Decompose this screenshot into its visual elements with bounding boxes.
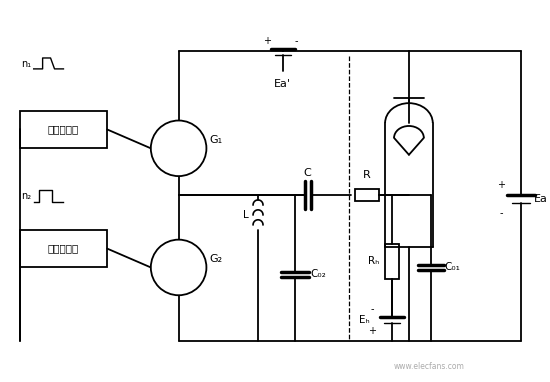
Text: +: + [368,326,376,336]
Text: L: L [243,210,249,220]
Text: Ea: Ea [534,194,548,204]
Text: +: + [263,36,271,46]
Text: n₂: n₂ [21,191,31,201]
Text: G₁: G₁ [210,135,223,146]
Text: Eₕ: Eₕ [359,315,370,325]
Text: R: R [364,170,371,180]
Text: C₀₂: C₀₂ [311,269,327,279]
Text: -: - [371,304,374,314]
Text: C: C [304,168,311,178]
Text: 切尾触发器: 切尾触发器 [48,244,79,254]
Text: Ea': Ea' [274,79,292,89]
Bar [20,111,107,148]
Text: G₂: G₂ [210,254,223,264]
Text: www.elecfans.com: www.elecfans.com [393,362,464,371]
Text: Rₕ: Rₕ [368,256,380,267]
Text: n₁: n₁ [21,59,31,69]
Text: -: - [295,36,299,46]
Bar [385,244,399,279]
Text: -: - [499,208,503,218]
Circle shape [151,240,206,295]
Text: +: + [497,180,505,190]
Bar [355,189,379,201]
Circle shape [151,120,206,176]
Bar [20,230,107,267]
Text: C₀₁: C₀₁ [444,262,460,272]
Text: 开启激励器: 开启激励器 [48,125,79,134]
